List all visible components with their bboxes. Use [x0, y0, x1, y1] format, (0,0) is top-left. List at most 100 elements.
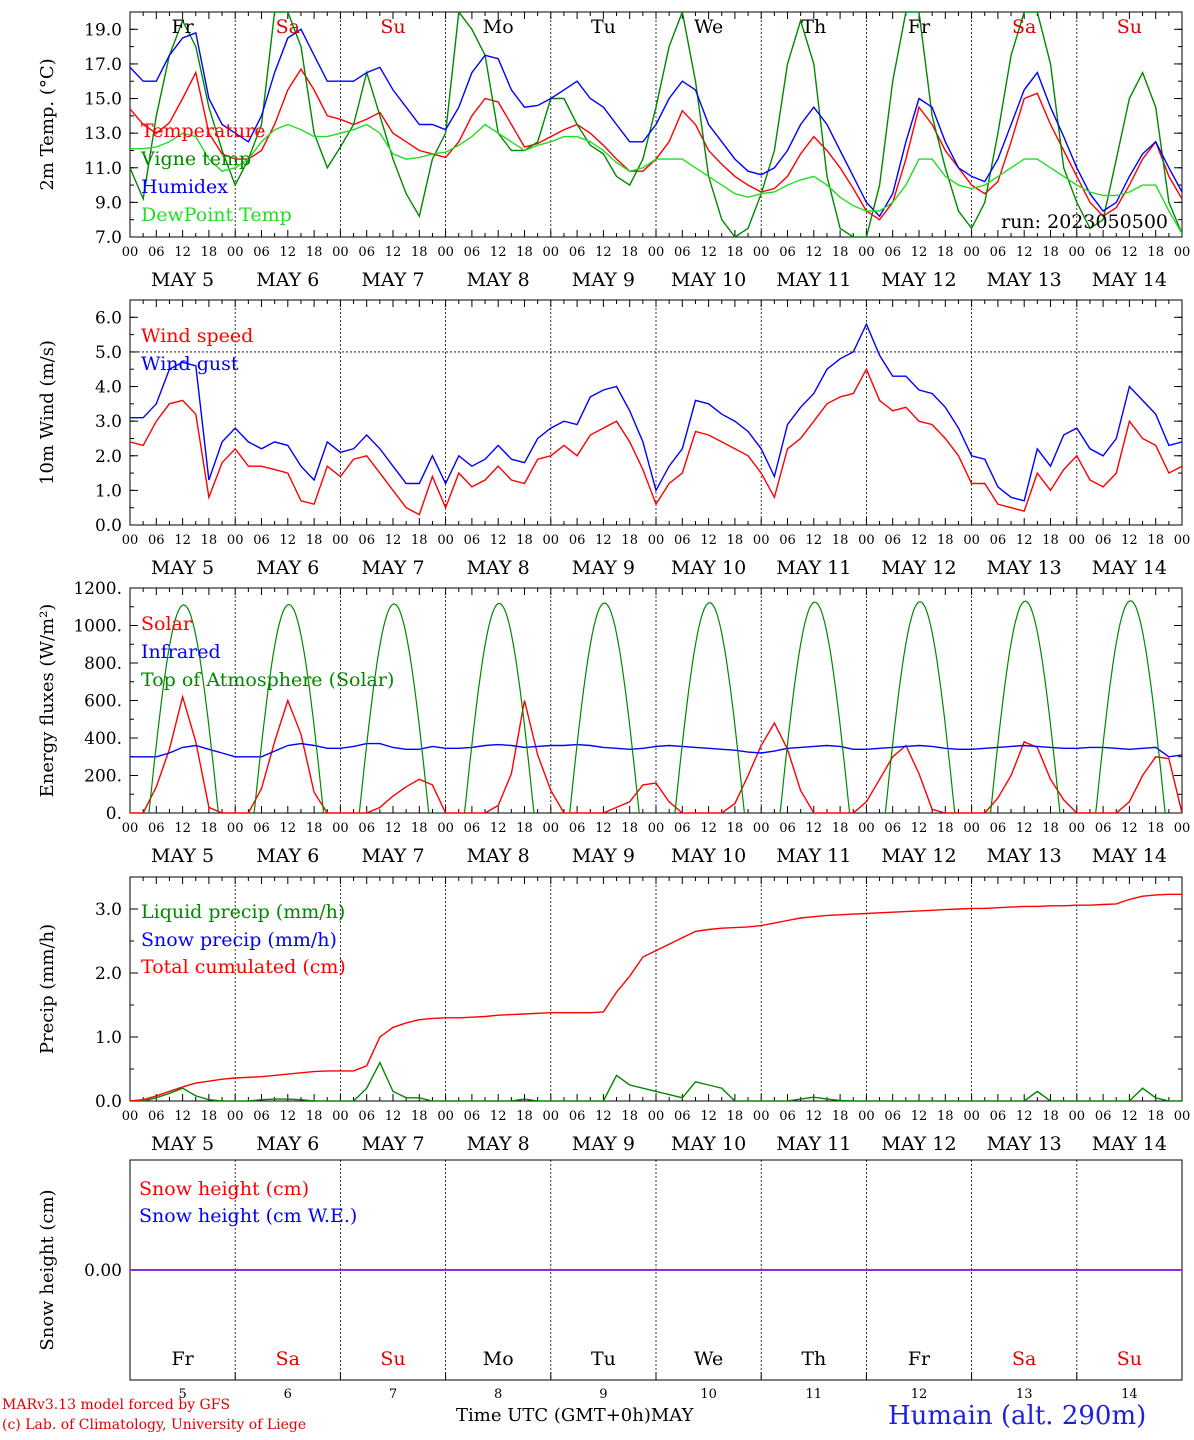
panel-2-hour-label: 00	[332, 533, 349, 548]
panel-4-legend-entry: Snow precip (mm/h)	[141, 929, 337, 951]
panel-4-hour-label: 00	[543, 1109, 560, 1124]
panel-3-hour-label: 00	[122, 821, 139, 836]
panel-3-hour-label: 06	[464, 821, 481, 836]
panel-4-hour-label: 00	[648, 1109, 665, 1124]
panel-1-series-vigne-temp	[130, 12, 1182, 237]
panel-2-hour-label: 18	[201, 533, 218, 548]
panel-4-hour-label: 12	[490, 1109, 507, 1124]
panel-4-date-label: MAY 10	[671, 1133, 746, 1155]
panel-1-date-label: MAY 14	[1092, 269, 1167, 291]
panel-4-legend-entry: Liquid precip (mm/h)	[141, 901, 345, 923]
panel-1-hour-label: 12	[280, 245, 297, 260]
panel-2-hour-label: 12	[490, 533, 507, 548]
panel-1-hour-label: 12	[700, 245, 717, 260]
panel-2-hour-label: 12	[1121, 533, 1138, 548]
day-number-label: 9	[599, 1387, 607, 1402]
panel-3-y-tick-label: 0.	[106, 804, 122, 824]
time-axis-label: Time UTC (GMT+0h)MAY	[456, 1405, 694, 1426]
panel-4-hour-label: 06	[884, 1109, 901, 1124]
panel-2-date-label: MAY 6	[256, 557, 319, 579]
panel-2-y-axis-label: 10m Wind (m/s)	[37, 340, 58, 485]
panel-4-hour-label: 00	[1069, 1109, 1086, 1124]
panel-3-y-axis-label: Energy fluxes (W/m²)	[37, 604, 58, 798]
weekday-label-top: Su	[380, 16, 405, 38]
panel-3-series-group	[130, 600, 1182, 813]
panel-4-date-label: MAY 12	[881, 1133, 956, 1155]
panel-4-date-label: MAY 8	[467, 1133, 530, 1155]
model-credit: MARv3.13 model forced by GFS	[2, 1397, 231, 1413]
panel-4-hour-label: 06	[990, 1109, 1007, 1124]
panel-5-legend-entry: Snow height (cm)	[139, 1178, 309, 1200]
panel-2-hour-label: 18	[621, 533, 638, 548]
panel-2-hour-label: 06	[674, 533, 691, 548]
panel-2-date-label: MAY 7	[361, 557, 424, 579]
panel-3-hour-label: 12	[490, 821, 507, 836]
panel-3-hour-label: 06	[253, 821, 270, 836]
panel-3-y-tick-label: 200.	[84, 767, 122, 787]
panel-4-hour-label: 00	[332, 1109, 349, 1124]
day-number-label: 12	[911, 1387, 928, 1402]
panel-3-date-label: MAY 12	[881, 845, 956, 867]
panel-1-hour-label: 00	[332, 245, 349, 260]
panel-2-date-label: MAY 14	[1092, 557, 1167, 579]
panel-2-hour-label: 06	[569, 533, 586, 548]
panel-3-hour-label: 18	[937, 821, 954, 836]
panel-1-hour-label: 18	[411, 245, 428, 260]
panel-2-hour-label: 00	[963, 533, 980, 548]
panel-2-date-label: MAY 12	[881, 557, 956, 579]
panel-4-hour-label: 18	[937, 1109, 954, 1124]
panel-1-hour-label: 18	[1147, 245, 1164, 260]
panel-1-hour-label: 06	[569, 245, 586, 260]
panel-2-hour-label: 18	[727, 533, 744, 548]
panel-1-hour-label: 00	[963, 245, 980, 260]
panel-3-date-label: MAY 10	[671, 845, 746, 867]
panel-4-hour-label: 18	[201, 1109, 218, 1124]
panel-1-hour-label: 18	[306, 245, 323, 260]
panel-1-hour-label: 12	[174, 245, 191, 260]
panel-1-hour-label: 00	[122, 245, 139, 260]
panel-3-hour-label: 00	[227, 821, 244, 836]
panel-2-hour-label: 12	[700, 533, 717, 548]
panel-2-hour-label: 00	[122, 533, 139, 548]
panel-1-y-tick-label: 17.0	[84, 55, 122, 75]
weekday-label-top: Th	[801, 16, 826, 38]
panel-3-hour-label: 12	[1121, 821, 1138, 836]
panel-4-series-group	[130, 893, 1182, 1101]
panel-3-y-tick-label: 1200.	[73, 579, 122, 599]
panel-1-hour-label: 00	[1174, 245, 1191, 260]
panel-4-y-tick-label: 3.0	[95, 900, 122, 920]
weekday-label-top: Mo	[483, 16, 514, 38]
panel-1-legend-entry: Vigne temp	[140, 148, 251, 170]
panel-1-hour-label: 12	[1121, 245, 1138, 260]
panel-2-y-tick-label: 5.0	[95, 343, 122, 363]
panel-2-hour-label: 12	[1016, 533, 1033, 548]
panel-4-hour-label: 12	[911, 1109, 928, 1124]
panel-2-hour-label: 00	[753, 533, 770, 548]
panel-2-date-label: MAY 10	[671, 557, 746, 579]
station-name: Humain (alt. 290m)	[888, 1401, 1147, 1431]
panel-4-hour-label: 06	[358, 1109, 375, 1124]
panel-3-hour-label: 18	[832, 821, 849, 836]
panel-3-series-toa-solar-day-7	[779, 601, 851, 813]
panel-3-hour-label: 18	[1147, 821, 1164, 836]
panel-3-hour-label: 06	[674, 821, 691, 836]
panel-1-date-label: MAY 13	[987, 269, 1062, 291]
panel-4-hour-label: 18	[832, 1109, 849, 1124]
panel-1-series-group	[130, 12, 1182, 237]
panel-1-date-label: MAY 11	[776, 269, 851, 291]
panel-3-hour-label: 06	[1095, 821, 1112, 836]
panel-3-hour-label: 06	[148, 821, 165, 836]
panel-3-hour-label: 00	[648, 821, 665, 836]
panel-3-hour-label: 12	[385, 821, 402, 836]
panel-4-hour-label: 12	[595, 1109, 612, 1124]
panel-4-hour-label: 18	[1042, 1109, 1059, 1124]
day-number-label: 6	[284, 1387, 292, 1402]
panel-4-hour-label: 12	[1121, 1109, 1138, 1124]
panel-4-hour-label: 18	[411, 1109, 428, 1124]
panel-3-hour-label: 12	[595, 821, 612, 836]
panel-1-hour-label: 18	[832, 245, 849, 260]
panel-1-hour-label: 06	[779, 245, 796, 260]
panel-2-hour-label: 06	[990, 533, 1007, 548]
panel-3-hour-label: 12	[911, 821, 928, 836]
panel-2-hour-label: 00	[1174, 533, 1191, 548]
